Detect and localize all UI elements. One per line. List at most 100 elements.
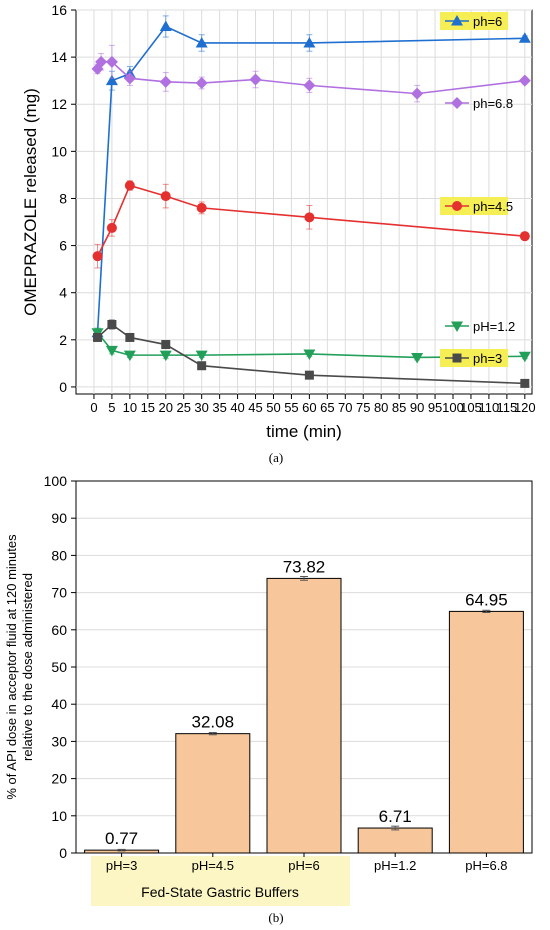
data-point [105, 345, 118, 357]
panel-label-a: (a) [269, 450, 283, 465]
x-tick-label: 95 [428, 400, 442, 415]
y-axis-b: 0 10 20 30 40 50 60 70 80 90 100 [44, 473, 76, 861]
x-tick-label: 105 [460, 400, 482, 415]
data-point [159, 350, 172, 362]
y-tick-label: 70 [51, 585, 67, 601]
y-tick-label: 0 [59, 845, 67, 861]
chart-b: 0.77 32.08 73.82 6.71 64.95 0 10 20 30 40 50 60 70 8… [4, 473, 533, 925]
x-axis-label-a: time (min) [266, 422, 342, 441]
x-tick-label: 40 [230, 400, 244, 415]
y-axis-label-a: OMEPRAZOLE released (mg) [21, 88, 40, 316]
data-point [451, 15, 463, 26]
bar [266, 577, 342, 854]
data-point [249, 73, 262, 86]
x-tick-label: pH=6 [288, 858, 319, 873]
x-tick-label: 45 [248, 400, 262, 415]
x-tick-label: 115 [496, 400, 517, 415]
data-point [160, 191, 171, 202]
y-tick-label: 6 [59, 238, 67, 254]
x-tick-label: pH=1.2 [374, 858, 416, 873]
x-tick-label: 90 [410, 400, 424, 415]
data-point [451, 97, 463, 109]
y-tick-label: 20 [51, 771, 67, 787]
data-point [106, 222, 117, 233]
x-tick-label: 5 [108, 400, 115, 415]
group-label: Fed-State Gastric Buffers [141, 884, 299, 900]
legend-label: ph=6 [473, 14, 502, 29]
bar-value-label: 73.82 [283, 557, 326, 576]
x-tick-label: 25 [176, 400, 190, 415]
legend-label: pH=1.2 [473, 319, 515, 334]
bar-value-label: 64.95 [465, 590, 508, 609]
x-tick-label: 15 [141, 400, 155, 415]
y-tick-label: 90 [51, 510, 67, 526]
data-point [197, 361, 207, 371]
legend-a: ph=6 ph=6.8 ph=4.5 pH=1.2 ph=3 [440, 12, 515, 367]
legend-label: ph=3 [473, 351, 502, 366]
data-point [520, 378, 530, 388]
data-point [123, 350, 136, 362]
data-point [159, 20, 172, 31]
x-tick-label: 55 [284, 400, 298, 415]
x-tick-label: 20 [159, 400, 173, 415]
x-tick-label: 10 [123, 400, 137, 415]
data-point [107, 320, 117, 330]
bar-value-label: 32.08 [192, 713, 235, 732]
series-line [96, 25, 525, 333]
y-tick-label: 10 [51, 808, 67, 824]
data-point [303, 349, 316, 360]
y-tick-label: 40 [51, 696, 67, 712]
group-highlight-box [91, 856, 350, 906]
y-axis-label-b-line1: % of API dose in acceptor fluid at 120 m… [4, 534, 19, 800]
data-point [195, 350, 208, 362]
data-point [411, 352, 424, 364]
data-point [105, 55, 118, 68]
x-tick-label: 100 [442, 400, 464, 415]
x-tick-label: 110 [479, 400, 500, 415]
data-point [95, 55, 108, 68]
y-tick-label: 8 [59, 190, 67, 206]
x-tick-label: 120 [514, 400, 536, 415]
y-tick-label: 0 [59, 379, 67, 395]
data-point [124, 180, 135, 191]
y-tick-label: 50 [51, 659, 67, 675]
legend-label: ph=6.8 [473, 96, 513, 111]
series-ph-4-5 [92, 180, 530, 269]
bar-value-label: 6.71 [379, 807, 412, 826]
y-tick-label: 12 [51, 96, 67, 112]
y-tick-label: 10 [51, 143, 67, 159]
x-axis-a: 0 5 10 15 20 25 30 35 40 45 50 55 60 65 70 75 80 85 90 95 10… [90, 394, 536, 415]
x-tick-label: 80 [374, 400, 388, 415]
data-point [518, 351, 531, 363]
series-ph-6-8 [91, 44, 531, 103]
data-point [304, 370, 314, 380]
x-tick-label: pH=4.5 [192, 858, 234, 873]
chart-a: 0 5 10 15 20 25 30 35 40 45 50 55 60 65 70 75 80 85 90 95 10… [21, 2, 536, 465]
data-point [196, 202, 207, 213]
x-tick-label: 35 [212, 400, 226, 415]
x-tick-label: pH=6.8 [465, 858, 507, 873]
data-point [451, 321, 463, 332]
x-tick-label: 65 [320, 400, 334, 415]
data-point [518, 74, 531, 87]
y-axis-a: 0 2 4 6 8 10 12 14 16 [51, 2, 76, 395]
y-tick-label: 100 [44, 473, 68, 489]
data-point [125, 332, 135, 342]
data-point [452, 353, 462, 363]
series-group-a [91, 15, 531, 388]
x-tick-label: 75 [356, 400, 370, 415]
bar-value-label: 0.77 [105, 829, 138, 848]
series-ph-6 [91, 15, 531, 338]
x-tick-label: 50 [266, 400, 280, 415]
y-tick-label: 14 [51, 49, 67, 65]
data-point [123, 72, 136, 85]
data-point [92, 251, 103, 262]
data-point [411, 87, 424, 100]
y-tick-label: 60 [51, 622, 67, 638]
panel-label-b: (b) [268, 910, 283, 925]
bar [357, 827, 433, 854]
data-point [518, 32, 531, 43]
y-tick-label: 16 [51, 2, 67, 18]
data-point [519, 231, 530, 242]
